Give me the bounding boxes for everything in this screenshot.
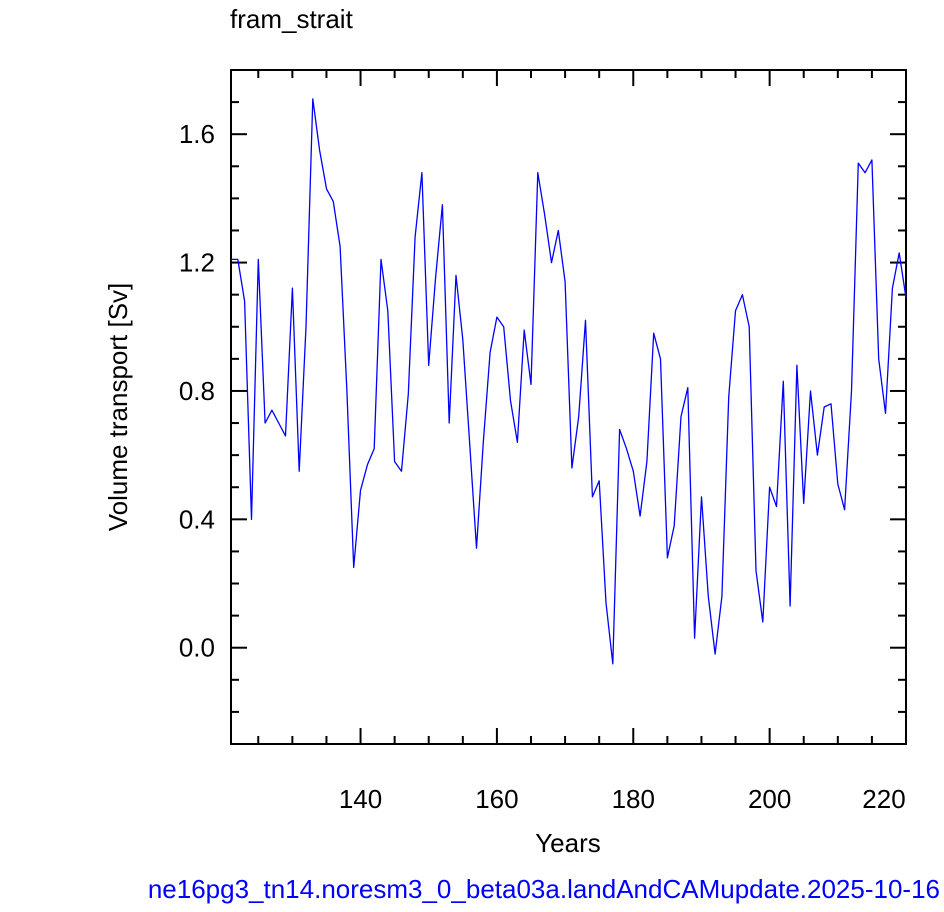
y-tick-label: 1.2 xyxy=(179,248,215,278)
y-tick-labels: 0.0 0.4 0.8 1.2 1.6 xyxy=(179,119,215,663)
x-major-ticks xyxy=(359,70,907,744)
plot-area: 140 160 180 200 220 0.0 0.4 0.8 1.2 1.6 xyxy=(179,69,907,814)
x-tick-label: 180 xyxy=(612,784,655,814)
x-minor-ticks xyxy=(257,70,873,744)
y-tick-label: 0.4 xyxy=(179,504,215,534)
x-tick-label: 220 xyxy=(862,784,905,814)
series-layer xyxy=(231,98,907,665)
x-axis-label: Years xyxy=(535,828,601,858)
x-tick-label: 200 xyxy=(748,784,791,814)
chart-title: fram_strait xyxy=(230,4,354,34)
series-line xyxy=(231,98,907,665)
y-tick-label: 1.6 xyxy=(179,119,215,149)
plot-frame xyxy=(230,69,907,745)
x-tick-labels: 140 160 180 200 220 xyxy=(339,784,906,814)
footer-case-name: ne16pg3_tn14.noresm3_0_beta03a.landAndCA… xyxy=(148,874,940,904)
x-tick-label: 140 xyxy=(339,784,382,814)
y-minor-ticks xyxy=(231,101,906,713)
y-major-ticks xyxy=(231,133,906,649)
y-axis-label: Volume transport [Sv] xyxy=(103,283,133,532)
y-tick-label: 0.8 xyxy=(179,376,215,406)
x-tick-label: 160 xyxy=(475,784,518,814)
y-tick-label: 0.0 xyxy=(179,633,215,663)
